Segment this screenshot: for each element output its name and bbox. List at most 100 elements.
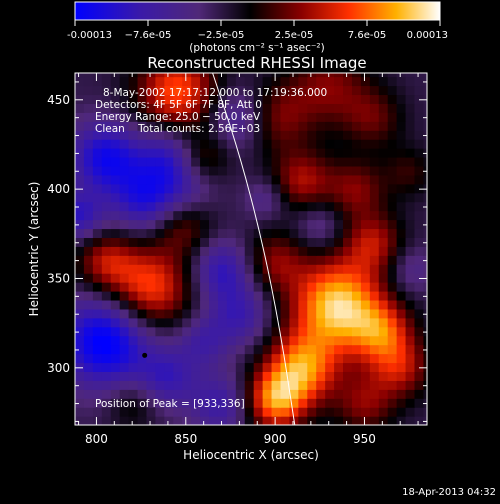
heatmap-cell [423, 362, 427, 372]
heatmap-cell [414, 246, 425, 256]
heatmap-cell [226, 398, 237, 408]
heatmap-cell [226, 112, 237, 122]
heatmap-cell [83, 165, 94, 176]
heatmap-cell [271, 317, 282, 328]
heatmap-cell [298, 344, 308, 355]
heatmap-cell [146, 237, 157, 247]
heatmap-cell [137, 353, 148, 364]
heatmap-cell [316, 201, 326, 212]
heatmap-cell [334, 407, 344, 417]
heatmap-cell [396, 201, 407, 212]
heatmap-cell [155, 317, 165, 328]
heatmap-cell [360, 282, 371, 292]
heatmap-cell [316, 290, 326, 301]
heatmap-cell [209, 362, 219, 372]
heatmap-cell [360, 174, 371, 185]
heatmap-cell [423, 335, 427, 346]
heatmap-cell [307, 85, 317, 96]
heatmap-cell [200, 353, 210, 364]
heatmap-cell [164, 76, 174, 87]
heatmap-cell [271, 326, 282, 337]
heatmap-cell [262, 335, 273, 346]
heatmap-cell [351, 237, 362, 247]
heatmap-cell [334, 362, 344, 372]
heatmap-cell [128, 174, 139, 185]
heatmap-cell [164, 130, 174, 140]
heatmap-cell [351, 362, 362, 372]
heatmap-cell [423, 299, 427, 310]
heatmap-cell [128, 371, 139, 381]
heatmap-cell [360, 210, 371, 221]
heatmap-cell [244, 273, 255, 283]
heatmap-cell [334, 371, 344, 381]
heatmap-cell [226, 121, 237, 131]
heatmap-cell [271, 282, 282, 292]
heatmap-cell [155, 246, 165, 256]
heatmap-cell [334, 139, 344, 149]
heatmap-cell [351, 344, 362, 355]
colorbar-tick-label: −2.5e-05 [198, 30, 245, 41]
heatmap-cell [387, 273, 398, 283]
heatmap-cell [217, 299, 228, 310]
heatmap-cell [217, 407, 228, 417]
heatmap-cell [387, 165, 398, 176]
heatmap-cell [396, 237, 407, 247]
heatmap-cell [217, 290, 228, 301]
heatmap-cell [173, 317, 183, 328]
heatmap-cell [226, 192, 237, 203]
heatmap-cell [405, 255, 416, 265]
heatmap-cell [191, 380, 201, 390]
heatmap-cell [191, 219, 201, 230]
heatmap-cell [253, 148, 264, 158]
heatmap-cell [164, 246, 174, 256]
heatmap-cell [289, 103, 299, 113]
heatmap-cell [128, 344, 139, 355]
heatmap-cell [316, 156, 326, 167]
heatmap-cell [343, 103, 353, 113]
heatmap-cell [298, 299, 308, 310]
heatmap-cell [360, 130, 371, 140]
heatmap-cell [396, 112, 407, 122]
heatmap-cell [271, 174, 282, 185]
heatmap-cell [75, 282, 85, 292]
heatmap-cell [155, 371, 165, 381]
heatmap-cell [387, 299, 398, 310]
heatmap-cell [360, 94, 371, 104]
heatmap-cell [226, 94, 237, 104]
heatmap-cell [155, 121, 165, 131]
heatmap-cell [262, 76, 273, 87]
heatmap-cell [92, 192, 103, 203]
heatmap-cell [182, 148, 192, 158]
heatmap-cell [244, 76, 255, 87]
heatmap-cell [209, 371, 219, 381]
heatmap-cell [110, 112, 121, 122]
heatmap-cell [262, 73, 273, 78]
heatmap-cell [334, 326, 344, 337]
heatmap-cell [92, 407, 103, 417]
heatmap-cell [378, 353, 389, 364]
heatmap-cell [289, 121, 299, 131]
heatmap-cell [253, 353, 264, 364]
heatmap-cell [343, 407, 353, 417]
heatmap-cell [75, 112, 85, 122]
heatmap-cell [280, 308, 291, 319]
heatmap-cell [343, 290, 353, 301]
info-clean-counts: Clean Total counts: 2.56E+03 [95, 123, 260, 135]
heatmap-cell [146, 201, 157, 212]
heatmap-cell [92, 246, 103, 256]
heatmap-cell [298, 246, 308, 256]
heatmap-cell [217, 317, 228, 328]
heatmap-cell [289, 165, 299, 176]
heatmap-cell [173, 407, 183, 417]
heatmap-cell [101, 112, 112, 122]
heatmap-cell [200, 290, 210, 301]
heatmap-cell [217, 112, 228, 122]
solar-limb-curve [212, 73, 296, 425]
heatmap-cell [387, 94, 398, 104]
heatmap-cell [182, 389, 192, 399]
heatmap-cell [235, 299, 246, 310]
heatmap-cell [378, 344, 389, 355]
heatmap-cell [101, 121, 112, 131]
heatmap-cell [217, 255, 228, 265]
heatmap-cell [307, 76, 317, 87]
